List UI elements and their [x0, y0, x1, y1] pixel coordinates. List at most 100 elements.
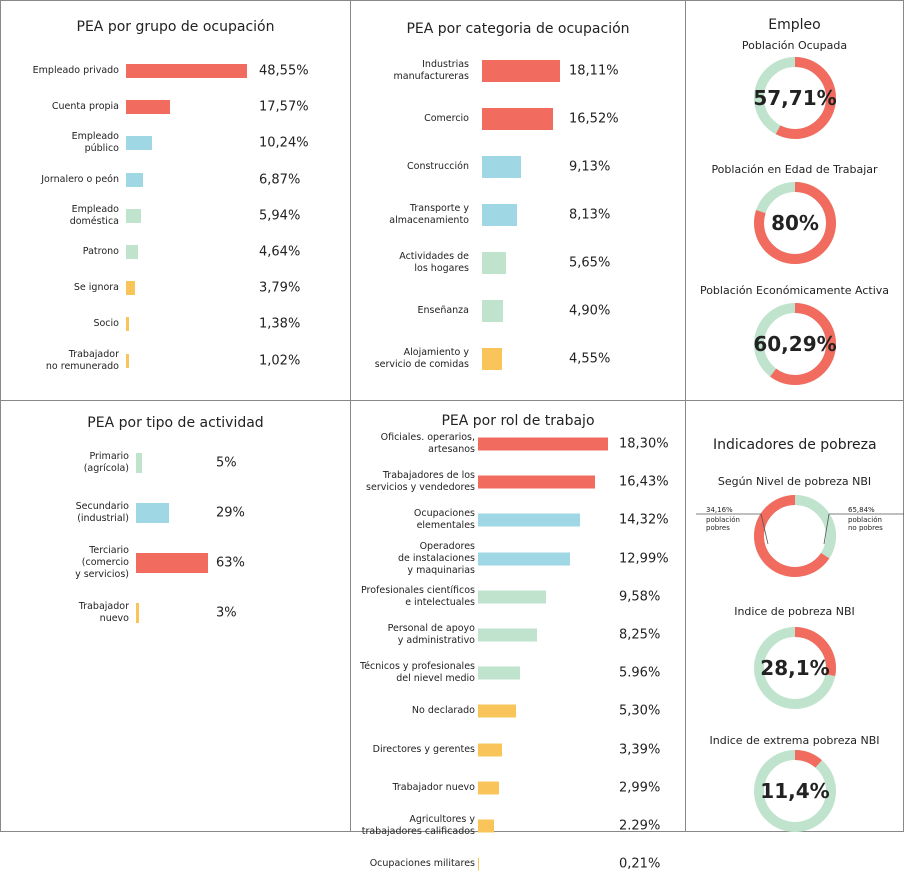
chart-title: PEA por tipo de actividad	[87, 415, 264, 431]
value-label: 12,99%	[619, 551, 669, 567]
bar	[136, 603, 140, 623]
value-label: 1,02%	[259, 353, 301, 369]
value-label: 5,65%	[569, 255, 611, 271]
bar	[478, 475, 595, 489]
bar	[126, 353, 129, 368]
value-label: 4,64%	[259, 244, 301, 260]
category-label: Se ignora	[73, 282, 119, 294]
donut-segment	[754, 303, 836, 385]
chart-title: PEA por rol de trabajo	[441, 413, 595, 429]
bar	[482, 252, 507, 274]
section-title: Indicadores de pobreza	[713, 437, 877, 453]
leader	[823, 513, 830, 545]
bar	[126, 245, 138, 259]
value-label: 9,58%	[619, 589, 661, 605]
value-label: 8,13%	[569, 207, 611, 223]
category-label: Empleado público	[71, 131, 119, 155]
bar	[482, 60, 560, 82]
donut-center-label: 57,71%	[753, 86, 836, 110]
bar	[126, 317, 130, 332]
value-label: 4,55%	[569, 351, 611, 367]
category-label: Oficiales. operarios, artesanos	[380, 432, 475, 455]
bar	[478, 819, 495, 833]
bar	[126, 208, 141, 223]
category-label: Industrias manufactureras	[393, 59, 469, 82]
value-label: 16,52%	[569, 111, 619, 127]
bar	[136, 503, 170, 523]
category-label: Alojamiento y servicio de comidas	[374, 347, 469, 370]
value-label: 3,79%	[259, 280, 301, 296]
value-label: 63%	[216, 555, 245, 571]
bar	[126, 281, 136, 296]
bar	[126, 100, 170, 115]
value-label: 17,57%	[259, 99, 309, 115]
category-label: Patrono	[82, 246, 119, 257]
value-label: 16,43%	[619, 474, 669, 490]
donut-segment	[754, 182, 836, 264]
donut-title: Población Ocupada	[741, 39, 848, 52]
value-label: 2,99%	[619, 780, 661, 796]
chart-title: PEA por grupo de ocupación	[76, 19, 275, 35]
category-label: Personal de apoyo y administrativo	[387, 623, 475, 646]
category-label: Socio	[93, 318, 119, 330]
category-label: Construcción	[407, 161, 469, 172]
bar	[126, 136, 152, 151]
bar	[136, 553, 209, 573]
category-label: Ocupaciones militares	[369, 858, 475, 870]
section-title: Empleo	[768, 17, 821, 33]
category-label: Empleado doméstica	[69, 203, 119, 227]
category-label: Actividades de los hogares	[399, 251, 469, 274]
category-label: Empleado privado	[32, 65, 119, 76]
donut	[696, 495, 904, 577]
value-label: 4,90%	[569, 303, 611, 319]
category-label: Transporte y almacenamiento	[389, 203, 469, 226]
value-label: 8,25%	[619, 627, 661, 643]
donut: 11,4%	[754, 750, 836, 832]
value-label: 18,30%	[619, 436, 669, 452]
donut: 57,71%	[753, 57, 837, 139]
value-label: 9,13%	[569, 159, 611, 175]
category-label: Agricultores y trabajadores calificados	[361, 814, 475, 837]
bar	[482, 108, 554, 130]
donut-title: Indice de pobreza NBI	[734, 605, 855, 618]
value-label: 14,32%	[619, 512, 669, 528]
bar	[126, 64, 248, 78]
panel: Indicadores de pobreza Según Nivel de pob…	[685, 400, 904, 832]
annotation-label: población no pobres	[848, 516, 883, 532]
bar	[478, 704, 516, 718]
category-label: Secundario (industrial)	[75, 501, 129, 524]
annotation-value: 34,16%	[706, 506, 733, 514]
value-label: 3%	[216, 605, 237, 621]
donut-center-label: 11,4%	[760, 779, 829, 803]
bar	[478, 743, 503, 757]
category-label: Trabajadores de los servicios y vendedor…	[366, 470, 475, 494]
panel: Empleo Población Ocupada 57,71% Población e…	[685, 0, 904, 401]
chart-title: PEA por categoria de ocupación	[406, 21, 630, 37]
bar	[478, 781, 500, 795]
value-label: 5.96%	[619, 665, 661, 681]
donut-center-label: 80%	[771, 211, 819, 235]
category-label: Trabajador nuevo	[78, 601, 129, 624]
bar	[482, 156, 522, 178]
category-label: Primario (agrícola)	[83, 451, 129, 474]
bar	[478, 666, 521, 680]
value-label: 5,94%	[259, 208, 301, 224]
bar	[478, 513, 580, 527]
bar	[478, 857, 480, 871]
bar	[478, 590, 547, 604]
donut: 80%	[754, 182, 836, 264]
bar	[478, 628, 537, 642]
category-label: Jornalero o peón	[41, 173, 119, 185]
category-label: Terciario (comercio y servicios)	[75, 545, 129, 580]
panel: PEA por categoria de ocupación Industrias…	[350, 0, 686, 401]
donut: 28,1%	[754, 627, 836, 709]
donut-segment	[754, 750, 836, 832]
category-label: Trabajador nuevo	[392, 781, 475, 793]
donut-center-label: 60,29%	[753, 332, 836, 356]
category-label: Profesionales científicos e intelectuale…	[360, 584, 475, 608]
bar	[482, 204, 517, 226]
category-label: Técnicos y profesionales del nievel medi…	[360, 661, 475, 685]
category-label: Comercio	[424, 113, 469, 124]
category-label: Directores y gerentes	[372, 743, 475, 755]
